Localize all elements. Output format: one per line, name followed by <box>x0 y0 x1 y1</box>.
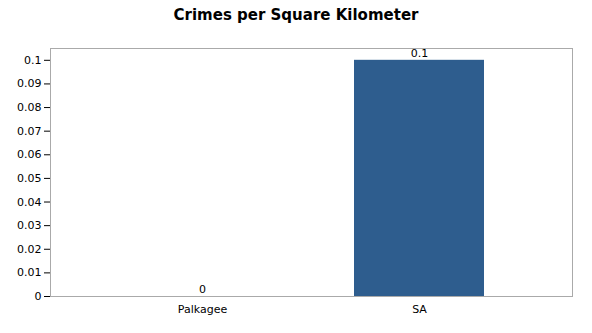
svg-text:SA: SA <box>412 303 427 316</box>
svg-text:0.06: 0.06 <box>17 148 42 161</box>
svg-text:0: 0 <box>199 283 206 296</box>
svg-text:0.04: 0.04 <box>17 196 42 209</box>
svg-text:0.1: 0.1 <box>410 46 429 60</box>
svg-text:0.08: 0.08 <box>17 101 42 114</box>
svg-text:0.01: 0.01 <box>17 266 42 279</box>
svg-text:Palkagee: Palkagee <box>178 303 228 316</box>
svg-text:0: 0 <box>35 290 42 303</box>
svg-text:0.1: 0.1 <box>24 54 42 67</box>
svg-text:0.09: 0.09 <box>17 77 42 90</box>
svg-text:0.07: 0.07 <box>17 125 42 138</box>
html-text:Crimes per Square Kilometer: Crimes per Square Kilometer <box>173 6 419 24</box>
svg-text:0.05: 0.05 <box>17 172 42 185</box>
svg-text:0.03: 0.03 <box>17 219 42 232</box>
svg-text:0.02: 0.02 <box>17 243 42 256</box>
